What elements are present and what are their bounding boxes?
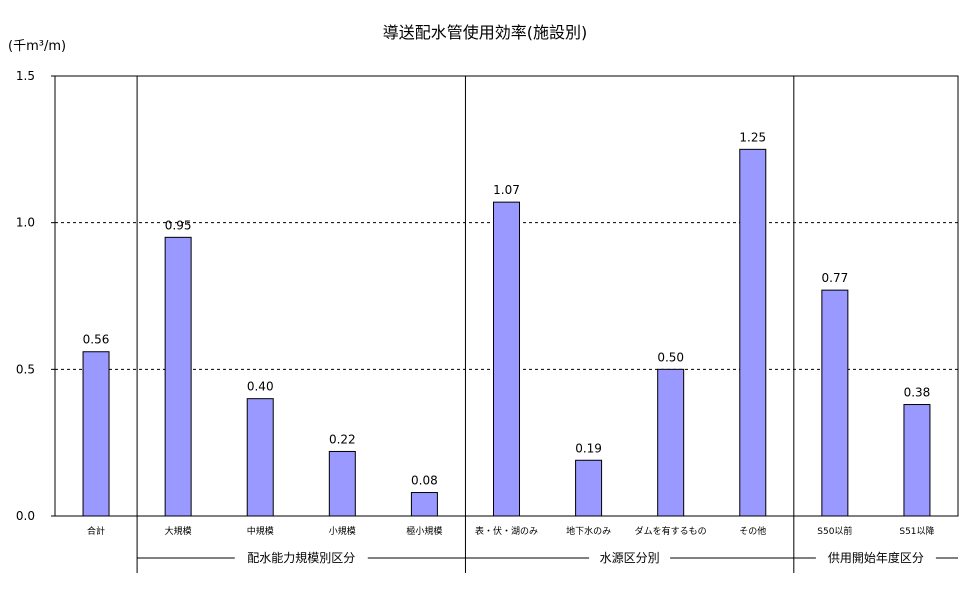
value-label-10: 0.38	[904, 386, 931, 400]
plot-border	[54, 75, 959, 517]
category-label-7: ダムを有するもの	[635, 525, 707, 537]
y-tick-label-0: 0.0	[16, 509, 35, 523]
y-tick-label-3: 1.5	[16, 69, 35, 83]
value-label-6: 0.19	[575, 441, 602, 455]
bar-9	[821, 289, 849, 517]
category-label-1: 大規模	[165, 525, 192, 537]
category-label-5: 表・伏・湖のみ	[475, 525, 538, 537]
value-label-0: 0.56	[83, 333, 110, 347]
value-label-5: 1.07	[493, 183, 520, 197]
value-label-9: 0.77	[822, 271, 849, 285]
group-label-0: 配水能力規模別区分	[247, 550, 355, 565]
bar-0	[82, 351, 110, 517]
category-label-0: 合計	[87, 525, 105, 537]
bar-6	[575, 459, 603, 517]
bar-4	[410, 492, 438, 517]
category-labels: 合計 大規模 中規模 小規模 極小規模 表・伏・湖のみ 地下水のみ ダムを有するもの その他 S5…	[87, 525, 935, 537]
group-label-2: 供用開始年度区分	[828, 550, 924, 565]
category-label-9: S50以前	[817, 525, 852, 537]
y-axis-ticks: 0.0 0.5 1.0 1.5	[16, 69, 55, 523]
bar-7	[657, 368, 685, 517]
category-label-8: その他	[739, 525, 766, 537]
plot-frame	[54, 75, 959, 573]
value-label-2: 0.40	[247, 380, 274, 394]
value-label-3: 0.22	[329, 432, 356, 446]
category-label-6: 地下水のみ	[566, 525, 611, 537]
group-label-1: 水源区分別	[600, 551, 660, 565]
y-axis-unit-label: (千m³/m)	[8, 39, 66, 54]
y-tick-label-2: 1.0	[16, 216, 35, 230]
bar-10	[903, 404, 931, 517]
bar-8	[739, 148, 767, 517]
chart-title: 導送配水管使用効率(施設別)	[383, 23, 588, 42]
bar-5	[493, 201, 520, 517]
bar-3	[328, 450, 356, 517]
category-label-10: S51以降	[899, 525, 934, 537]
value-label-1: 0.95	[165, 218, 192, 232]
value-labels: 0.56 0.95 0.40 0.22 0.08 1.07 0.19 0.50 1.25 0.77…	[83, 130, 931, 487]
bar-2	[246, 398, 274, 517]
category-label-2: 中規模	[247, 525, 274, 537]
category-label-3: 小規模	[329, 526, 356, 537]
value-label-4: 0.08	[411, 474, 438, 488]
category-label-4: 極小規模	[406, 525, 442, 537]
value-label-8: 1.25	[739, 130, 766, 144]
group-labels: 配水能力規模別区分 水源区分別 供用開始年度区分	[137, 550, 958, 565]
value-label-7: 0.50	[657, 350, 684, 364]
bar-1	[164, 236, 192, 517]
bars	[82, 148, 931, 517]
y-tick-label-1: 0.5	[16, 362, 35, 376]
